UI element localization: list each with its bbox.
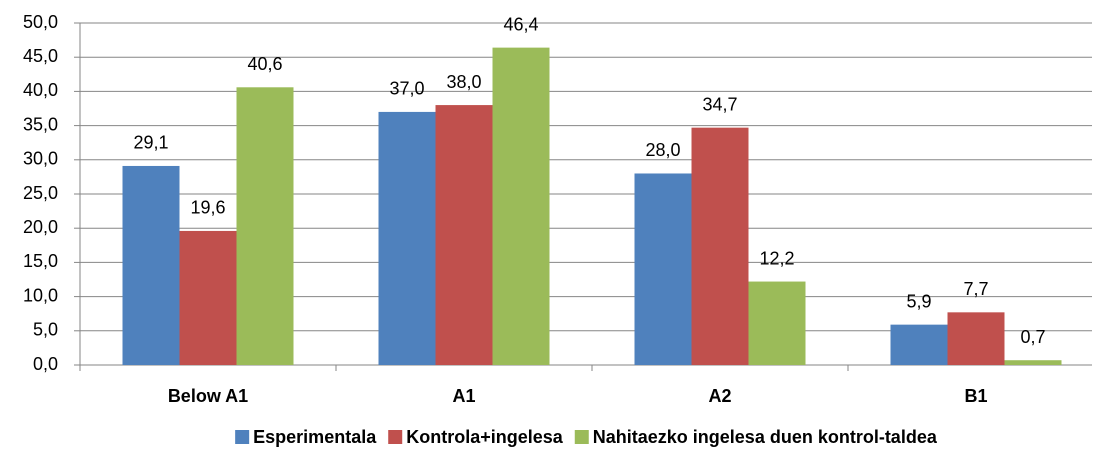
data-label: 0,7: [1020, 327, 1045, 347]
y-tick-label: 30,0: [23, 149, 58, 169]
data-label: 7,7: [963, 279, 988, 299]
y-tick-label: 20,0: [23, 217, 58, 237]
bar: [1004, 360, 1062, 365]
bar: [179, 230, 237, 365]
y-tick-label: 25,0: [23, 183, 58, 203]
data-label: 29,1: [133, 133, 168, 153]
x-tick-label: Below A1: [168, 386, 248, 406]
x-tick-label: B1: [964, 386, 987, 406]
bar: [236, 87, 294, 366]
data-label: 28,0: [645, 140, 680, 160]
legend-label: Kontrola+ingelesa: [406, 427, 564, 447]
y-tick-label: 40,0: [23, 80, 58, 100]
y-tick-label: 35,0: [23, 114, 58, 134]
legend-swatch: [388, 430, 403, 444]
y-tick-label: 50,0: [23, 12, 58, 32]
legend-label: Nahitaezko ingelesa duen kontrol-taldea: [593, 427, 938, 447]
bar: [748, 281, 806, 365]
bar: [634, 173, 692, 365]
legend-swatch: [235, 430, 250, 444]
x-tick-label: A1: [452, 386, 475, 406]
data-label: 37,0: [389, 79, 424, 99]
legend-label: Esperimentala: [253, 427, 377, 447]
x-tick-label: A2: [708, 386, 731, 406]
y-tick-label: 10,0: [23, 285, 58, 305]
data-label: 19,6: [190, 198, 225, 218]
bar: [947, 312, 1005, 365]
data-label: 38,0: [446, 72, 481, 92]
bar: [378, 111, 436, 365]
legend: Esperimentala Kontrola+ingelesa Nahitaezko…: [235, 427, 938, 447]
legend-swatch: [574, 430, 589, 444]
y-tick-label: 5,0: [33, 320, 58, 340]
data-label: 12,2: [759, 248, 794, 268]
bar: [890, 324, 948, 365]
data-label: 46,4: [503, 14, 538, 34]
bar: [122, 165, 180, 365]
y-tick-label: 15,0: [23, 251, 58, 271]
bar: [435, 105, 493, 365]
y-tick-label: 45,0: [23, 46, 58, 66]
bar: [691, 127, 749, 365]
data-label: 5,9: [906, 291, 931, 311]
data-label: 34,7: [702, 94, 737, 114]
y-tick-label: 0,0: [33, 354, 58, 374]
bar: [492, 47, 550, 366]
data-label: 40,6: [247, 54, 282, 74]
